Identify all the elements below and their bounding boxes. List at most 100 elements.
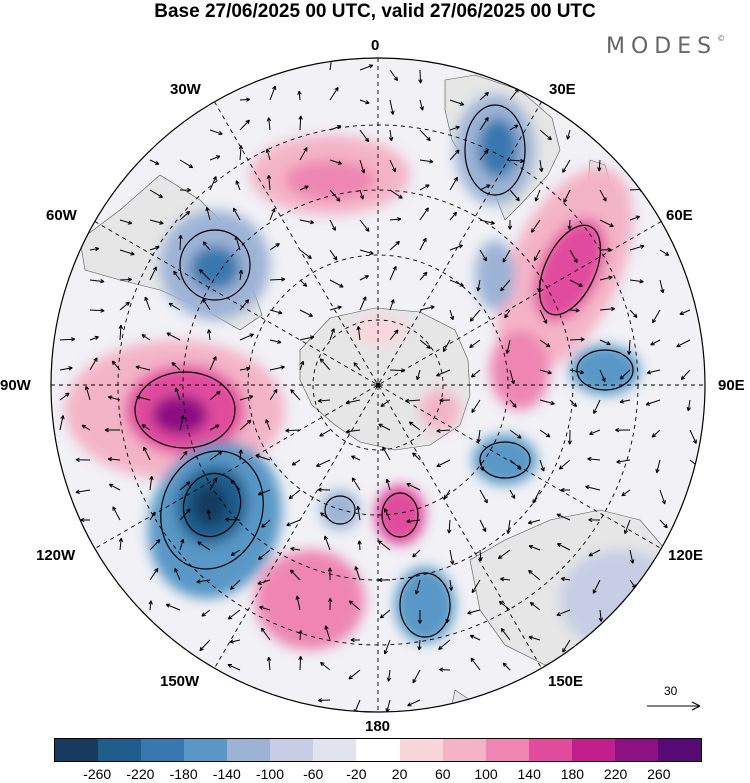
wind-arrow	[629, 244, 645, 251]
wind-arrow	[382, 446, 391, 461]
wind-arrow	[84, 385, 91, 401]
wind-arrow	[629, 215, 641, 221]
wind-arrow	[438, 639, 451, 650]
wind-arrow	[419, 339, 431, 349]
wind-arrow	[386, 669, 392, 682]
wind-arrow	[230, 479, 241, 491]
wind-arrow	[107, 395, 121, 401]
wind-arrow	[380, 399, 391, 407]
wind-arrow	[298, 115, 303, 131]
wind-arrow	[562, 159, 571, 173]
wind-arrow	[329, 86, 339, 101]
positive-anomaly	[152, 395, 208, 435]
colorbar-cell	[184, 739, 228, 761]
wind-arrow	[659, 489, 666, 505]
wind-arrow	[286, 519, 301, 527]
wind-arrow	[149, 539, 161, 551]
wind-arrow	[389, 159, 396, 173]
wind-arrow	[407, 699, 421, 707]
wind-arrow	[89, 335, 99, 341]
wind-arrow	[569, 249, 578, 263]
reference-vector-label: 30	[664, 684, 678, 698]
wind-arrow	[232, 207, 241, 221]
wind-arrow	[209, 356, 217, 371]
wind-arrow	[89, 279, 105, 284]
wind-arrow	[80, 517, 91, 523]
colorbar-tick-label: 20	[391, 766, 408, 782]
colorbar-cell	[227, 739, 271, 761]
colorbar-cell	[55, 739, 99, 761]
wind-arrow	[209, 424, 220, 431]
wind-arrow	[238, 269, 244, 281]
wind-arrow	[563, 189, 571, 203]
wind-arrow	[567, 429, 573, 445]
wind-arrow	[299, 185, 309, 191]
wind-arrow	[533, 249, 541, 261]
wind-arrow	[209, 450, 223, 461]
wind-arrow	[419, 237, 427, 251]
wind-arrow	[418, 69, 423, 84]
wind-arrow	[239, 333, 254, 341]
wind-arrow	[119, 219, 133, 225]
wind-arrow	[291, 459, 301, 466]
colorbar-cell	[141, 739, 185, 761]
negative-anomaly	[395, 567, 455, 643]
wind-arrow	[419, 207, 429, 221]
lon-label-90e: 90E	[718, 377, 745, 394]
wind-arrow	[659, 279, 665, 294]
wind-arrow	[269, 339, 282, 344]
wind-arrow	[436, 369, 451, 377]
colorbar-tick-label: 140	[517, 766, 541, 782]
wind-arrow	[502, 249, 511, 263]
wind-arrow	[166, 332, 181, 341]
wind-arrow	[354, 566, 361, 581]
map-title: Base 27/06/2025 00 UTC, valid 27/06/2025…	[154, 1, 596, 22]
wind-arrow	[359, 159, 366, 174]
lon-label-120w: 120W	[36, 547, 76, 564]
wind-arrow	[389, 265, 397, 281]
colorbar-tick-label: -260	[83, 766, 112, 782]
wind-arrow	[202, 241, 211, 251]
wind-arrow	[509, 459, 522, 470]
colorbar-tick-label: 220	[603, 766, 628, 782]
negative-anomaly	[475, 240, 515, 310]
wind-arrow	[319, 429, 331, 437]
lon-label-60w: 60W	[46, 207, 77, 224]
wind-arrow	[316, 459, 331, 467]
wind-arrow	[89, 246, 100, 252]
wind-arrow	[269, 207, 276, 221]
wind-arrow	[135, 365, 151, 371]
wind-arrow	[59, 415, 65, 431]
wind-arrow	[149, 219, 164, 225]
wind-arrow	[569, 337, 585, 342]
wind-arrow	[269, 309, 283, 315]
wind-arrow	[479, 219, 495, 225]
wind-arrow	[689, 429, 697, 444]
wind-arrow	[356, 505, 361, 521]
wind-arrow	[205, 206, 211, 221]
wind-arrow	[599, 247, 612, 252]
wind-arrow	[686, 399, 691, 412]
wind-arrow	[261, 519, 271, 528]
wind-arrow	[419, 129, 431, 142]
wind-arrow	[537, 279, 542, 293]
wind-arrow	[449, 125, 460, 131]
wind-arrow	[529, 601, 541, 611]
wind-arrow	[479, 519, 487, 532]
wind-arrow	[414, 579, 421, 595]
wind-arrow	[179, 210, 191, 221]
wind-arrow	[539, 459, 545, 472]
wind-arrow	[298, 655, 303, 671]
wind-arrow	[539, 159, 544, 173]
wind-arrow	[449, 549, 455, 565]
colorbar-cell	[98, 739, 142, 761]
wind-arrow	[141, 424, 151, 431]
colorbar-cell	[270, 739, 314, 761]
wind-arrow	[149, 245, 160, 251]
wind-arrow	[539, 129, 552, 141]
wind-arrow	[359, 129, 370, 143]
wind-arrow	[616, 459, 631, 464]
wind-arrow	[588, 549, 601, 557]
wind-arrow	[353, 362, 361, 371]
wind-arrow	[266, 656, 272, 671]
